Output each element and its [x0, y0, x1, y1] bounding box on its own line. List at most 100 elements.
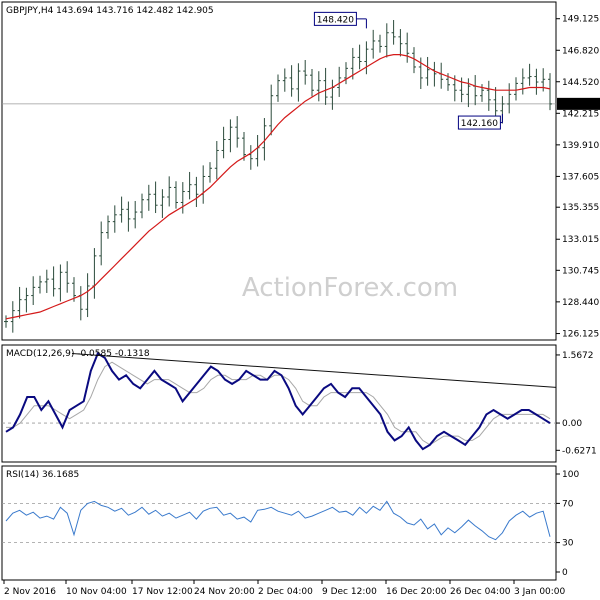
- rsi-panel-frame: [1, 465, 557, 581]
- time-axis-label: 9 Dec 12:00: [322, 587, 377, 597]
- price-bar: [72, 277, 76, 302]
- price-bar: [507, 83, 512, 114]
- price-bar: [378, 34, 382, 53]
- price-bar: [180, 182, 185, 214]
- price-bar: [364, 41, 369, 75]
- price-bar: [289, 65, 294, 97]
- price-axis-label: 139.910: [562, 141, 599, 151]
- price-bar: [276, 74, 280, 102]
- price-bar: [194, 176, 199, 208]
- annotation-label: 142.160: [461, 119, 498, 129]
- price-bar: [99, 221, 104, 266]
- price-bar: [106, 215, 110, 239]
- time-axis-label: 26 Dec 04:00: [450, 587, 511, 597]
- macd-axis-label: 1.5672: [562, 351, 594, 361]
- price-bar: [323, 67, 328, 105]
- price-bar: [146, 184, 151, 211]
- price-bar: [174, 181, 178, 209]
- price-bar: [235, 116, 240, 148]
- price-bar: [78, 286, 83, 321]
- time-axis-label: 2 Nov 2016: [4, 587, 56, 597]
- price-axis-label: 128.440: [562, 298, 599, 308]
- price-bar: [439, 62, 444, 89]
- rsi-axis-label: 0: [562, 568, 568, 578]
- price-bar: [17, 286, 22, 319]
- macd-trendline: [71, 353, 557, 388]
- price-bar: [208, 162, 212, 183]
- price-plot: 148.420 142.160: [2, 11, 556, 333]
- price-bar: [534, 68, 539, 95]
- price-bar: [344, 62, 348, 85]
- rsi-panel-title: RSI(14) 36.1685: [6, 470, 79, 480]
- price-bar: [514, 77, 518, 101]
- price-bar: [133, 200, 138, 229]
- macd-line: [5, 352, 551, 451]
- price-axis-label: 130.745: [562, 266, 599, 276]
- price-axis-label: 144.520: [562, 78, 599, 88]
- price-bar: [65, 261, 70, 293]
- price-bar: [112, 205, 117, 233]
- macd-plot: [2, 352, 557, 451]
- rsi-axis-label: 30: [562, 539, 574, 549]
- price-bar: [262, 118, 267, 161]
- current-price-box: [557, 97, 600, 110]
- rsi-axis-label: 70: [562, 499, 574, 509]
- axes: 149.125 146.820 144.520 142.215 139.910 137.6…: [3, 15, 600, 597]
- annotation-box: [313, 11, 357, 26]
- price-bar: [85, 273, 90, 318]
- time-axis-label: 2 Dec 04:00: [258, 587, 313, 597]
- macd-axis-label: 0.00: [562, 419, 582, 429]
- price-bar: [160, 189, 165, 218]
- price-bar: [520, 68, 525, 95]
- price-bar: [4, 315, 8, 328]
- price-axis-label: 137.605: [562, 172, 599, 182]
- price-bar: [187, 171, 192, 200]
- price-bar: [486, 80, 491, 111]
- time-axis-label: 3 Jan 00:00: [514, 587, 566, 597]
- price-bar: [398, 29, 403, 57]
- price-bar: [316, 71, 321, 102]
- price-bar: [24, 287, 29, 313]
- price-bar: [31, 276, 36, 306]
- macd-signal-line: [6, 361, 551, 446]
- price-bar: [282, 68, 287, 92]
- price-bar: [391, 20, 396, 45]
- annotation-box: [457, 115, 501, 130]
- price-bar: [242, 131, 246, 161]
- price-bar: [371, 29, 376, 59]
- price-bar: [44, 269, 49, 293]
- price-bar: [201, 165, 206, 204]
- time-axis-label: 24 Nov 20:00: [194, 587, 255, 597]
- price-axis-label: 149.125: [562, 15, 599, 25]
- rsi-plot: [2, 500, 556, 543]
- watermark-text: ActionForex.com: [242, 273, 458, 303]
- price-bar: [140, 193, 144, 219]
- price-axis-label: 126.125: [562, 330, 599, 340]
- price-bar: [357, 44, 362, 70]
- moving-average-line: [5, 53, 551, 320]
- price-bar: [214, 141, 219, 180]
- price-axis-label: 133.015: [562, 235, 599, 245]
- price-bar: [38, 275, 42, 294]
- price-bar: [412, 47, 416, 74]
- price-axis-label: 135.355: [562, 203, 599, 213]
- price-bar: [248, 145, 253, 170]
- price-bar: [493, 87, 498, 119]
- price-bar: [405, 32, 410, 63]
- price-axis-label: 146.820: [562, 46, 599, 56]
- time-axis-label: 16 Dec 20:00: [386, 587, 447, 597]
- price-bar: [153, 181, 158, 214]
- price-bar: [303, 59, 308, 85]
- price-bar: [432, 61, 437, 87]
- price-bar: [255, 134, 260, 167]
- price-panel-frame: [1, 1, 557, 341]
- price-axis-label: 142.215: [562, 109, 599, 119]
- price-bar: [119, 196, 124, 223]
- time-axis-label: 10 Nov 04:00: [66, 587, 127, 597]
- price-bar: [350, 47, 355, 80]
- price-bar: [473, 75, 478, 106]
- annotation-label: 148.420: [317, 15, 354, 25]
- rsi-line: [5, 500, 551, 541]
- price-bar: [337, 66, 342, 97]
